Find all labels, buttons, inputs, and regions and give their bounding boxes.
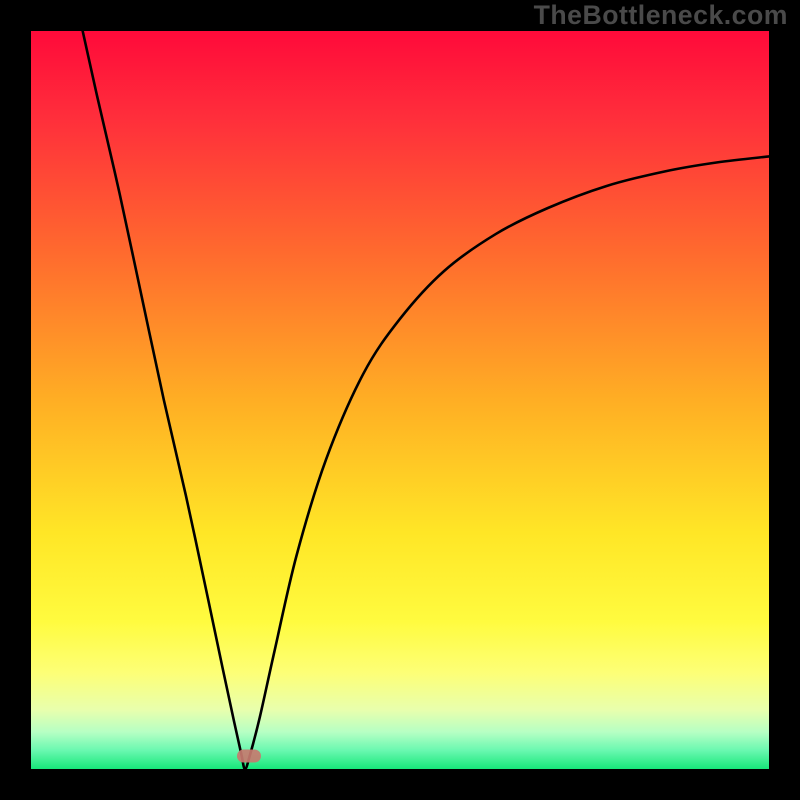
plot-area — [31, 31, 769, 769]
chart-root: TheBottleneck.com — [0, 0, 800, 800]
bottleneck-curve — [31, 31, 769, 769]
trough-marker — [237, 750, 261, 763]
watermark-text: TheBottleneck.com — [534, 0, 788, 31]
